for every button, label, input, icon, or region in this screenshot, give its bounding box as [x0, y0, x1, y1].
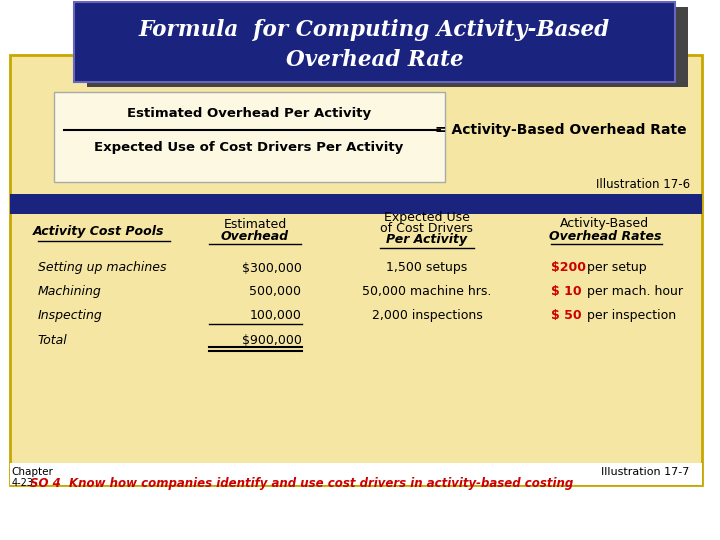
Text: per inspection: per inspection: [583, 309, 676, 322]
Text: $ 50: $ 50: [552, 309, 582, 322]
Text: 2,000 inspections: 2,000 inspections: [372, 309, 482, 322]
FancyBboxPatch shape: [74, 2, 675, 82]
Text: Activity-Based: Activity-Based: [560, 218, 649, 231]
Text: Setting up machines: Setting up machines: [37, 261, 166, 274]
FancyBboxPatch shape: [10, 55, 701, 485]
Text: Chapter: Chapter: [12, 467, 54, 477]
Text: SO 4  Know how companies identify and use cost drivers in activity-based costing: SO 4 Know how companies identify and use…: [30, 476, 573, 489]
Text: $ 10: $ 10: [552, 286, 582, 299]
Text: Per Activity: Per Activity: [387, 233, 467, 246]
Text: Overhead: Overhead: [221, 230, 289, 242]
Text: Illustration 17-7: Illustration 17-7: [601, 467, 690, 477]
Text: Activity Cost Pools: Activity Cost Pools: [33, 226, 165, 239]
Text: Estimated Overhead Per Activity: Estimated Overhead Per Activity: [127, 106, 371, 119]
Text: Overhead Rate: Overhead Rate: [286, 49, 464, 71]
Text: of Cost Drivers: of Cost Drivers: [380, 222, 473, 235]
Text: $300,000: $300,000: [241, 261, 302, 274]
FancyBboxPatch shape: [87, 7, 688, 87]
Text: Illustration 17-6: Illustration 17-6: [595, 179, 690, 192]
Text: $900,000: $900,000: [241, 334, 302, 347]
Text: 1,500 setups: 1,500 setups: [386, 261, 467, 274]
FancyBboxPatch shape: [54, 92, 445, 182]
Text: Machining: Machining: [37, 286, 102, 299]
Text: = Activity-Based Overhead Rate: = Activity-Based Overhead Rate: [436, 123, 687, 137]
Text: Total: Total: [37, 334, 67, 347]
Text: Estimated: Estimated: [223, 218, 287, 231]
Text: Expected Use of Cost Drivers Per Activity: Expected Use of Cost Drivers Per Activit…: [94, 140, 404, 153]
Text: $200: $200: [552, 261, 586, 274]
FancyBboxPatch shape: [10, 194, 701, 214]
Text: Expected Use: Expected Use: [384, 212, 470, 225]
Text: Overhead Rates: Overhead Rates: [549, 230, 661, 242]
FancyBboxPatch shape: [10, 463, 701, 485]
Text: Formula  for Computing Activity-Based: Formula for Computing Activity-Based: [139, 19, 610, 41]
Text: per setup: per setup: [583, 261, 647, 274]
Text: 50,000 machine hrs.: 50,000 machine hrs.: [362, 286, 492, 299]
Text: 100,000: 100,000: [250, 309, 302, 322]
Text: 500,000: 500,000: [249, 286, 302, 299]
Text: per mach. hour: per mach. hour: [583, 286, 683, 299]
Text: Inspecting: Inspecting: [37, 309, 102, 322]
Text: 4-23: 4-23: [12, 478, 34, 488]
